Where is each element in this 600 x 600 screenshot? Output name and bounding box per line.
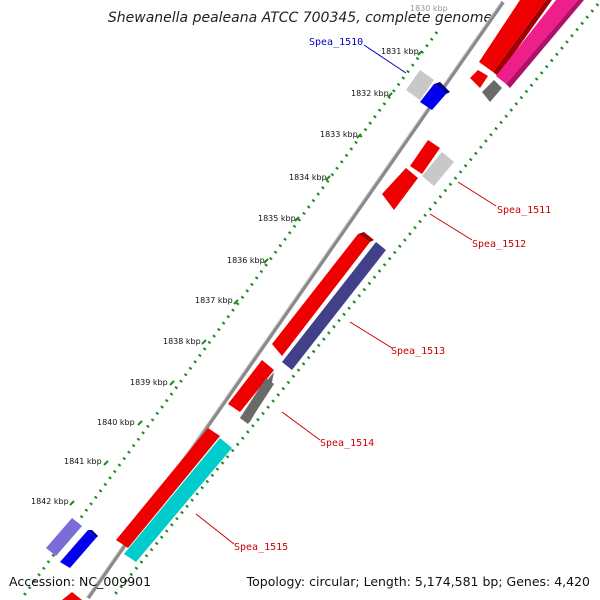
cds-top-red <box>479 0 546 72</box>
leader-spea-1512 <box>429 213 473 241</box>
tick-label-1832: 1832 kbp <box>351 89 389 98</box>
gene-label-spea-1514[interactable]: Spea_1514 <box>320 438 374 449</box>
tick-mark-1834 <box>325 175 331 181</box>
gene-label-spea-1515[interactable]: Spea_1515 <box>234 542 288 553</box>
cds-top-pink-shade <box>506 0 584 88</box>
gene-labels: Spea_1510 Spea_1511 Spea_1512 Spea_1513 … <box>234 37 551 553</box>
tick-label-1836: 1836 kbp <box>227 256 265 265</box>
cds-spea-1510-blue <box>420 84 446 110</box>
tick-label-1830: 1830 kbp <box>410 4 448 13</box>
cds-spea-1511-gray <box>422 152 454 186</box>
cds-small-red <box>470 70 488 88</box>
genome-title: Shewanella pealeana ATCC 700345, complet… <box>108 10 492 26</box>
tick-mark-1837 <box>233 299 239 305</box>
tick-label-1839: 1839 kbp <box>130 378 168 387</box>
genome-summary: Topology: circular; Length: 5,174,581 bp… <box>246 574 590 589</box>
tick-label-1831: 1831 kbp <box>381 47 419 56</box>
cds-spea-1510-gray <box>406 70 434 100</box>
cds-spea-1515-cyan <box>124 438 232 562</box>
tick-label-1838: 1838 kbp <box>163 337 201 346</box>
cds-lower-purple <box>46 518 82 556</box>
cds-spea-1512-red <box>382 168 418 210</box>
tick-label-1835: 1835 kbp <box>258 214 296 223</box>
tick-label-1834: 1834 kbp <box>289 173 327 182</box>
tick-mark-1831 <box>417 50 423 56</box>
tick-label-1841: 1841 kbp <box>64 457 102 466</box>
tick-ring-outer <box>20 31 439 599</box>
cds-spea-1514-red <box>228 360 274 412</box>
cds-spea-1514-darkgray-b <box>240 378 274 424</box>
tick-labels: 1830 kbp 1831 kbp 1832 kbp 1833 kbp 1834… <box>31 4 448 506</box>
cds-spea-1513-red-shade <box>358 232 374 242</box>
tick-label-1840: 1840 kbp <box>97 418 135 427</box>
tick-mark-1840 <box>137 420 143 426</box>
cds-top-pink <box>496 0 578 84</box>
cds-spea-1513-navy <box>282 242 386 370</box>
tick-mark-1842 <box>69 500 75 506</box>
gene-label-spea-1513[interactable]: Spea_1513 <box>391 346 445 357</box>
cds-spea-1511-red <box>410 140 440 174</box>
cds-spea-1513-red <box>272 234 370 356</box>
tick-mark-1832 <box>387 92 393 98</box>
leader-spea-1515 <box>195 513 235 545</box>
leader-spea-1510 <box>363 44 407 74</box>
tick-mark-1841 <box>103 460 109 466</box>
cds-lower-blue <box>60 530 96 568</box>
leader-spea-1513 <box>349 321 393 349</box>
cds-top-red-shade <box>493 0 552 76</box>
gene-label-spea-1511[interactable]: Spea_1511 <box>497 205 551 216</box>
leader-spea-1511 <box>457 181 497 207</box>
cds-bottom-red <box>62 592 82 600</box>
tick-marks <box>69 50 423 506</box>
gene-label-spea-1510[interactable]: Spea_1510 <box>309 37 363 48</box>
tick-label-1833: 1833 kbp <box>320 130 358 139</box>
tick-mark-1838 <box>201 339 207 345</box>
gene-label-spea-1512[interactable]: Spea_1512 <box>472 239 526 250</box>
cds-spea-1515-red <box>116 428 220 548</box>
gene-leaders <box>195 44 497 545</box>
cds-small-darkgray <box>482 80 502 102</box>
tick-mark-1833 <box>356 133 362 139</box>
tick-mark-1835 <box>294 216 300 222</box>
tick-label-1842: 1842 kbp <box>31 497 69 506</box>
cds-spea-1510-blue-shade <box>434 82 450 94</box>
tick-mark-1836 <box>263 258 269 264</box>
tick-mark-1839 <box>169 380 175 386</box>
leader-spea-1514 <box>281 411 321 441</box>
cds-features <box>46 0 584 600</box>
accession-label: Accession: NC_009901 <box>9 574 151 589</box>
tick-label-1837: 1837 kbp <box>195 296 233 305</box>
cds-lower-blue-shade <box>88 530 98 538</box>
